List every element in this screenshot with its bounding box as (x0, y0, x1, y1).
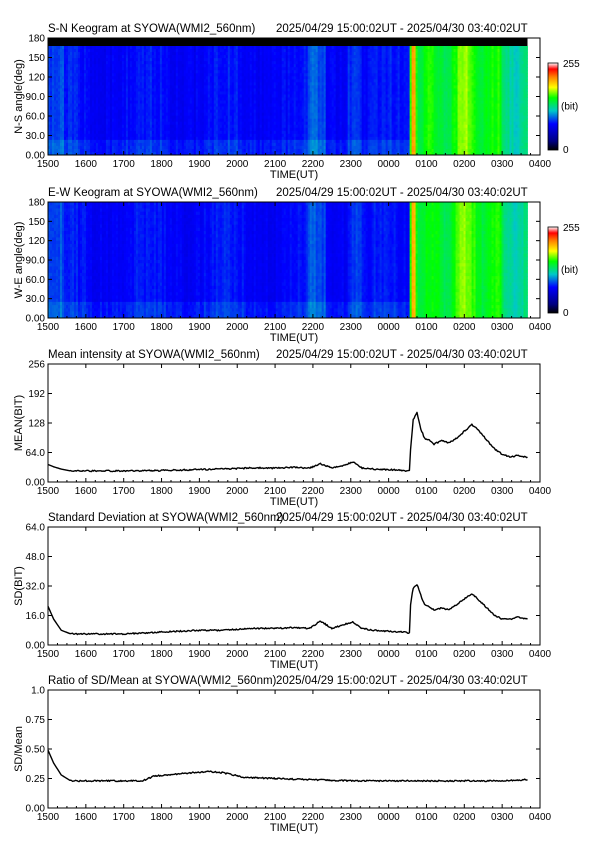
no-data-band (48, 38, 528, 46)
keogram-image (48, 38, 528, 155)
